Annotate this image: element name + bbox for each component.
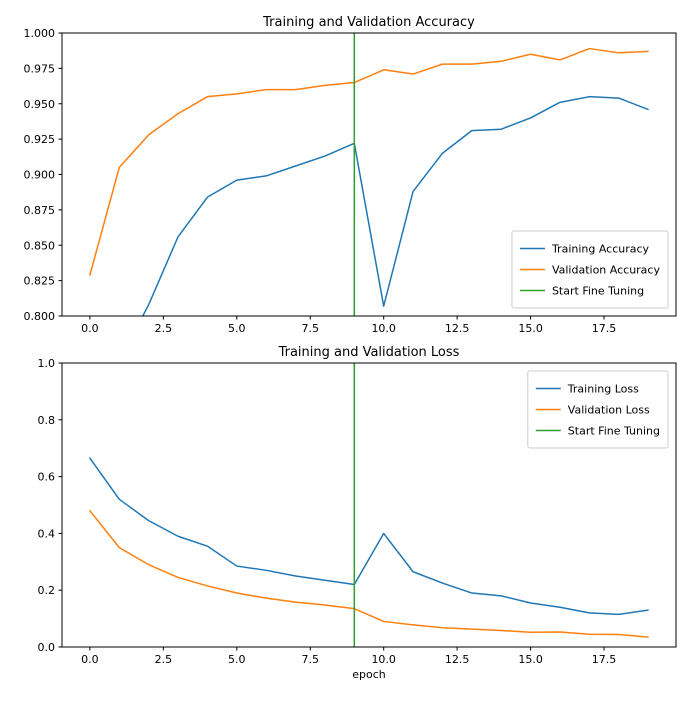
- x-tick-label: 5.0: [228, 322, 246, 335]
- legend: Training Loss Validation Loss Start Fine T…: [527, 370, 669, 449]
- chart-title: Training and Validation Accuracy: [262, 15, 475, 30]
- loss-subplot: 0.0 2.5 5.0 7.5 10.0 12.5 15.0 17.5 0.0 0.2 0.4 0.6…: [38, 345, 677, 681]
- x-tick-label: 2.5: [155, 653, 173, 666]
- x-tick-label: 7.5: [301, 653, 319, 666]
- legend-label: Start Fine Tuning: [552, 285, 644, 298]
- validation-accuracy-line: [89, 47, 649, 276]
- chart-title: Training and Validation Loss: [278, 345, 460, 360]
- y-tick-label: 0.4: [38, 527, 56, 540]
- x-tick-label: 12.5: [445, 322, 470, 335]
- legend: Training Accuracy Validation Accuracy Star…: [511, 230, 669, 309]
- x-tick-label: 17.5: [592, 322, 617, 335]
- x-tick-label: 0.0: [81, 653, 99, 666]
- y-tick-label: 0.2: [38, 584, 56, 597]
- y-tick-label: 0.950: [24, 98, 56, 111]
- y-tick-label: 0.800: [24, 310, 56, 323]
- legend-label: Start Fine Tuning: [568, 425, 660, 438]
- legend-label: Training Accuracy: [551, 243, 650, 256]
- x-tick-label: 0.0: [81, 322, 99, 335]
- validation-loss-line: [89, 509, 649, 638]
- x-tick-label: 5.0: [228, 653, 246, 666]
- y-tick-label: 0.825: [24, 275, 56, 288]
- y-tick-label: 1.0: [38, 357, 56, 370]
- x-tick-label: 10.0: [371, 653, 396, 666]
- y-tick-label: 0.8: [38, 414, 56, 427]
- x-tick-label: 10.0: [371, 322, 396, 335]
- y-tick-label: 0.0: [38, 641, 56, 654]
- x-tick-label: 17.5: [592, 653, 617, 666]
- y-tick-label: 0.875: [24, 204, 56, 217]
- y-tick-label: 0.925: [24, 133, 56, 146]
- training-accuracy-line: [141, 95, 649, 316]
- accuracy-subplot: 0.0 2.5 5.0 7.5 10.0 12.5 15.0 17.5 0.800 0.825 0.…: [24, 15, 677, 335]
- legend-box: [527, 370, 669, 449]
- x-tick-label: 12.5: [445, 653, 470, 666]
- x-tick-label: 2.5: [155, 322, 173, 335]
- legend-label: Validation Loss: [568, 404, 650, 417]
- x-tick-label: 15.0: [518, 653, 543, 666]
- y-tick-label: 0.6: [38, 471, 56, 484]
- y-tick-label: 0.850: [24, 239, 56, 252]
- x-tick-label: 15.0: [518, 322, 543, 335]
- y-tick-label: 0.900: [24, 169, 56, 182]
- y-tick-label: 1.000: [24, 27, 56, 40]
- x-tick-label: 7.5: [301, 322, 319, 335]
- training-loss-line: [89, 457, 649, 616]
- legend-label: Validation Accuracy: [552, 264, 661, 277]
- legend-label: Training Loss: [567, 383, 639, 396]
- y-tick-label: 0.975: [24, 62, 56, 75]
- axes-border: [61, 362, 677, 648]
- x-axis-label: epoch: [352, 668, 386, 681]
- legend-box: [511, 230, 669, 309]
